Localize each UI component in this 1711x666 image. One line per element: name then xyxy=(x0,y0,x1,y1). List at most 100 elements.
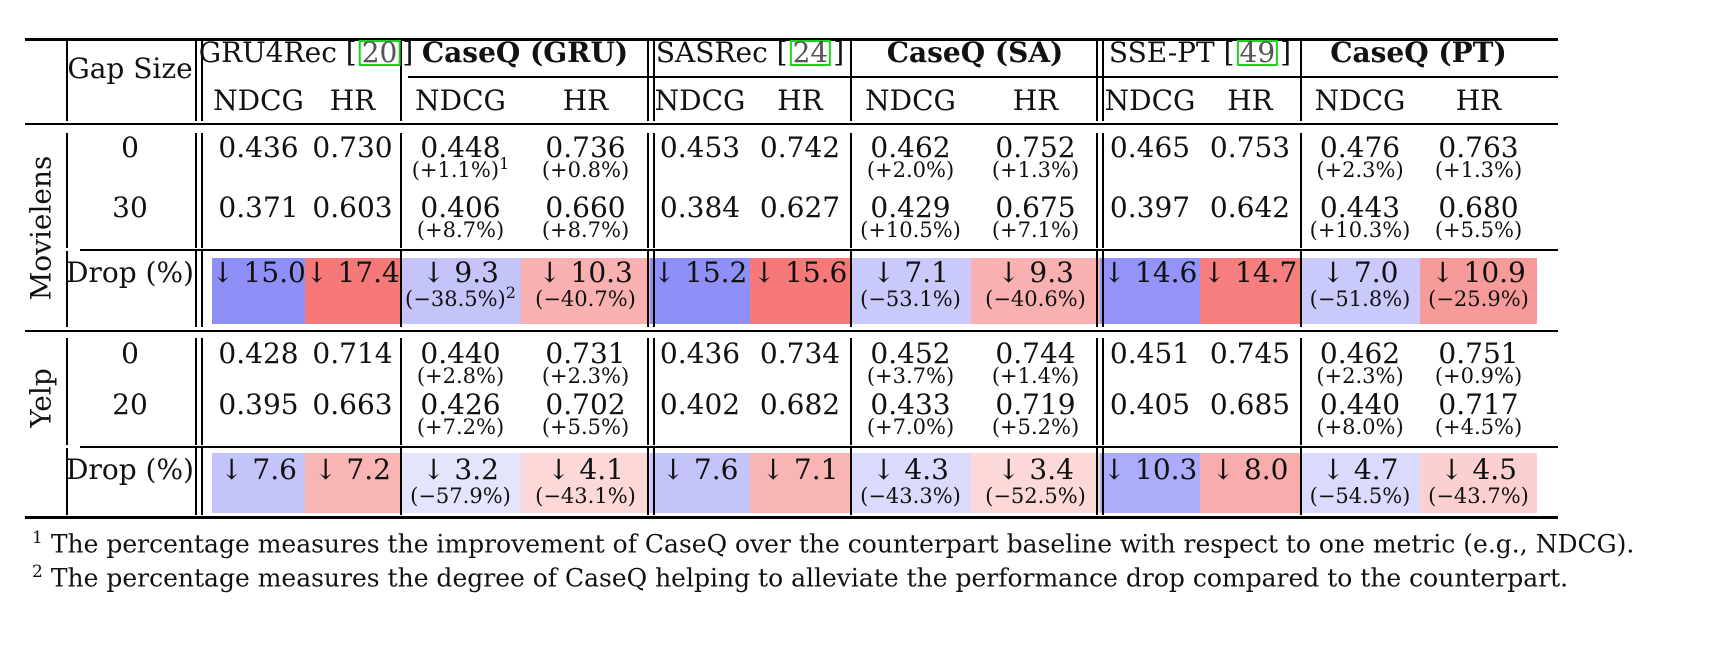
metric-value: 0.440 xyxy=(1319,388,1401,421)
drop-value: ↓ 3.4 xyxy=(997,453,1074,486)
vertical-double-rule xyxy=(1102,338,1104,445)
drop-alleviation-text: (−51.8%) xyxy=(1309,287,1411,311)
drop-alleviation-text: (−38.5%) xyxy=(405,287,506,311)
drop-alleviation-percent: (−25.9%) xyxy=(1428,287,1529,311)
metric-value: 0.734 xyxy=(759,337,841,370)
metric-value: 0.717 xyxy=(1438,388,1519,421)
improvement-text: (+8.7%) xyxy=(541,218,630,242)
vertical-double-rule xyxy=(1096,40,1098,121)
metric-value: 0.663 xyxy=(312,388,393,421)
drop-cell-bg xyxy=(750,258,850,324)
ref-bracket: ] xyxy=(833,36,845,69)
metric-header: NDCG xyxy=(1104,84,1196,117)
movielens-drop-rule xyxy=(80,249,1558,251)
drop-value: ↓ 14.7 xyxy=(1202,256,1298,289)
metric-value: 0.402 xyxy=(659,388,741,421)
metric-value: 0.751 xyxy=(1438,337,1519,370)
drop-alleviation-text: (−57.9%) xyxy=(410,484,511,508)
drop-value: ↓ 7.0 xyxy=(1321,256,1399,289)
vertical-double-rule xyxy=(195,338,197,445)
improvement-percent: (+7.2%) xyxy=(417,415,504,439)
improvement-text: (+0.8%) xyxy=(541,158,630,182)
improvement-text: (+2.3%) xyxy=(1316,364,1404,388)
vertical-rule xyxy=(66,448,68,515)
drop-cell-bg xyxy=(305,258,400,324)
improvement-percent: (+8.7%) xyxy=(542,218,629,242)
footnote-1-text: The percentage measures the improvement … xyxy=(50,529,1635,559)
metric-header: NDCG xyxy=(415,84,506,117)
gap-size-value: 0 xyxy=(121,131,139,164)
drop-cell-bg xyxy=(650,258,750,324)
metric-header: HR xyxy=(329,84,376,117)
drop-alleviation-percent: (−40.6%) xyxy=(985,287,1086,311)
improvement-text: (+7.0%) xyxy=(866,415,955,439)
drop-value: ↓ 10.3 xyxy=(1102,453,1198,486)
metric-value: 0.627 xyxy=(759,191,841,224)
drop-label: Drop (%) xyxy=(66,453,194,486)
drop-value: ↓ 14.6 xyxy=(1102,256,1198,289)
citation-link[interactable]: 24 xyxy=(789,39,832,67)
ref-bracket: [ xyxy=(1214,36,1235,69)
citation-link[interactable]: 49 xyxy=(1236,39,1279,67)
vertical-double-rule xyxy=(1102,251,1104,327)
header-bottom-rule xyxy=(25,123,1558,125)
metric-value: 0.443 xyxy=(1319,191,1401,224)
vertical-rule xyxy=(850,251,852,327)
drop-value: ↓ 17.4 xyxy=(305,256,400,289)
vertical-rule xyxy=(850,40,852,121)
metric-value: 0.440 xyxy=(420,337,501,370)
drop-value: ↓ 7.1 xyxy=(872,256,949,289)
drop-value: ↓ 15.2 xyxy=(652,256,748,289)
vertical-double-rule xyxy=(653,338,655,445)
metric-value: 0.448 xyxy=(420,131,501,164)
metric-value: 0.405 xyxy=(1109,388,1191,421)
gap-size-value: 30 xyxy=(112,191,148,224)
drop-cell-bg xyxy=(750,453,850,513)
vertical-double-rule xyxy=(201,251,203,327)
metric-value: 0.462 xyxy=(870,131,951,164)
metric-value: 0.371 xyxy=(218,191,299,224)
improvement-text: (+2.3%) xyxy=(1316,158,1404,182)
improvement-text: (+7.1%) xyxy=(991,218,1080,242)
metric-value: 0.452 xyxy=(870,337,951,370)
metric-value: 0.660 xyxy=(545,191,626,224)
ref-bracket: [ xyxy=(336,36,357,69)
drop-value: ↓ 4.1 xyxy=(547,453,624,486)
metric-header: NDCG xyxy=(654,84,746,117)
metric-header: HR xyxy=(1455,84,1502,117)
footnote-mark: 2 xyxy=(505,283,516,302)
improvement-text: (+2.3%) xyxy=(541,364,630,388)
vertical-double-rule xyxy=(653,251,655,327)
improvement-text: (+2.8%) xyxy=(416,364,505,388)
metric-value: 0.465 xyxy=(1109,131,1191,164)
improvement-percent: (+0.9%) xyxy=(1435,364,1522,388)
improvement-percent: (+8.0%) xyxy=(1316,415,1403,439)
vertical-rule xyxy=(400,40,402,121)
model-header-3: CaseQ (SA) xyxy=(887,38,1064,68)
drop-value: ↓ 4.3 xyxy=(872,453,949,486)
citation-link[interactable]: 20 xyxy=(358,39,401,67)
improvement-text: (+5.5%) xyxy=(541,415,630,439)
metric-header: NDCG xyxy=(865,84,956,117)
bottom-rule xyxy=(25,516,1558,519)
vertical-rule xyxy=(850,133,852,248)
improvement-percent: (+1.1%)1 xyxy=(412,156,510,183)
vertical-double-rule xyxy=(201,448,203,515)
drop-cell-bg xyxy=(305,453,400,513)
metric-value: 0.476 xyxy=(1319,131,1401,164)
improvement-percent: (+2.3%) xyxy=(1316,158,1403,182)
improvement-text: (+8.0%) xyxy=(1316,415,1404,439)
metric-value: 0.682 xyxy=(759,388,841,421)
improvement-percent: (+1.3%) xyxy=(992,158,1079,182)
vertical-rule xyxy=(850,338,852,445)
footnote-mark: 1 xyxy=(499,154,510,173)
metric-value: 0.451 xyxy=(1109,337,1191,370)
improvement-text: (+5.2%) xyxy=(991,415,1080,439)
metric-value: 0.742 xyxy=(759,131,841,164)
drop-alleviation-percent: (−40.7%) xyxy=(535,287,636,311)
drop-alleviation-percent: (−57.9%) xyxy=(410,484,511,508)
drop-alleviation-percent: (−51.8%) xyxy=(1310,287,1411,311)
improvement-percent: (+10.5%) xyxy=(860,218,961,242)
model-name: SASRec xyxy=(655,36,768,69)
improvement-percent: (+3.7%) xyxy=(867,364,954,388)
